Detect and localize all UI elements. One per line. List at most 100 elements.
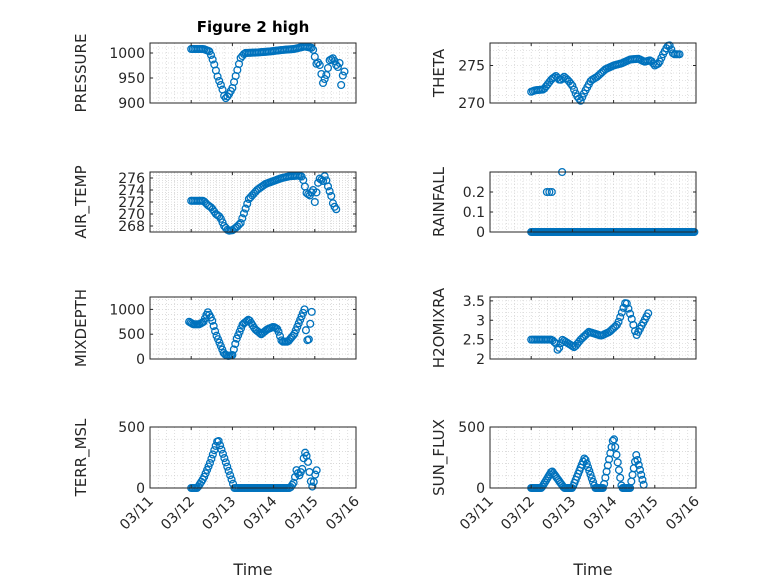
data-point (223, 462, 232, 471)
panel-pressure: 900 950 1000 PRESSURE Figure 2 high (72, 18, 357, 112)
y-tick-label: 2.5 (463, 333, 485, 349)
data-point (568, 81, 577, 90)
data-point (654, 59, 663, 68)
data-point (318, 176, 328, 186)
y-axis-label: THETA (430, 48, 448, 98)
data-point (332, 205, 341, 214)
data-point (333, 62, 342, 72)
series-points (185, 305, 316, 360)
data-point (205, 458, 214, 468)
y-axis-label: H2OMIXRA (430, 287, 448, 368)
data-point (207, 454, 216, 463)
y-axis-label: AIR_TEMP (72, 165, 91, 238)
data-point (208, 55, 217, 64)
y-tick-label: 268 (118, 219, 145, 235)
y-axis-label: SUN_FLUX (430, 419, 449, 496)
data-point (611, 442, 620, 452)
y-tick-label: 500 (458, 420, 485, 436)
y-tick-label: 274 (118, 183, 145, 199)
data-point (243, 199, 252, 208)
data-point (239, 209, 248, 218)
data-point (637, 470, 646, 479)
data-point (581, 455, 590, 464)
panel-rainfall: 0 0.1 0.2 RAINFALL (430, 166, 699, 241)
data-point (309, 477, 318, 486)
data-point (566, 79, 575, 88)
data-point (638, 475, 647, 484)
data-point (635, 465, 645, 474)
data-point (632, 451, 641, 460)
data-point (330, 56, 339, 66)
y-tick-label: 270 (458, 96, 485, 112)
data-point (311, 470, 320, 479)
data-point (582, 459, 591, 468)
x-tick-label: 03/13 (199, 494, 239, 534)
data-point (626, 309, 635, 318)
data-point (307, 307, 316, 316)
data-point (545, 187, 554, 197)
data-point (238, 214, 247, 223)
data-point (234, 220, 244, 229)
data-point (622, 299, 631, 308)
x-tick-label: 03/11 (457, 494, 497, 534)
axes-background (490, 427, 696, 488)
data-point (301, 326, 310, 335)
y-tick-label: 950 (118, 71, 145, 87)
axes-box (489, 171, 697, 233)
y-tick-label: 276 (118, 171, 145, 187)
data-point (612, 450, 621, 459)
data-point (584, 463, 593, 472)
data-point (542, 187, 551, 197)
data-point (547, 187, 556, 197)
data-point (624, 304, 633, 313)
data-point (303, 457, 313, 466)
data-point (616, 473, 625, 482)
data-point (337, 80, 346, 90)
data-point (208, 316, 217, 325)
x-tick-label: 03/13 (539, 494, 579, 534)
data-point (308, 482, 317, 491)
data-point (310, 197, 319, 207)
data-point (231, 339, 240, 348)
data-point (587, 474, 596, 483)
axes-box (149, 426, 357, 489)
data-point (241, 204, 250, 213)
y-tick-label: 0 (476, 225, 485, 241)
panel-h2o-mixratio: 2 2.5 3 3.5 H2OMIXRA (430, 287, 697, 368)
data-point (306, 477, 315, 486)
data-point (227, 475, 236, 484)
data-point (274, 327, 283, 336)
data-point (220, 454, 229, 463)
data-point (320, 74, 329, 84)
data-point (320, 172, 329, 181)
data-point (236, 218, 245, 228)
data-point (633, 455, 642, 465)
data-point (675, 50, 684, 59)
data-point (211, 327, 220, 336)
axes-box (149, 42, 357, 104)
data-point (569, 85, 579, 94)
data-point (335, 58, 344, 68)
y-tick-label: 272 (118, 195, 145, 211)
panel-sun-flux: 0 500 SUN_FLUX 03/11 03/12 03/13 03/14 03/15 03/… (430, 419, 703, 579)
data-point (208, 450, 217, 459)
data-point (298, 464, 307, 473)
data-point (630, 327, 640, 336)
data-point (214, 436, 223, 446)
data-point (568, 342, 577, 351)
y-tick-label: 900 (118, 96, 145, 112)
data-point (215, 76, 224, 86)
data-point (224, 466, 233, 475)
data-point (323, 182, 333, 191)
axes-box (489, 42, 697, 104)
y-tick-label: 500 (118, 327, 145, 343)
data-point (614, 466, 624, 475)
x-tick-label: 03/15 (282, 494, 322, 534)
x-axis-label: Time (232, 560, 272, 579)
data-point (306, 319, 315, 328)
y-tick-label: 0 (476, 481, 485, 497)
panel-terr-msl: 0 500 TERR_MSL 03/11 03/12 03/13 03/14 03/15 03/… (72, 418, 363, 579)
data-point (209, 321, 218, 331)
x-tick-label: 03/16 (663, 493, 703, 533)
